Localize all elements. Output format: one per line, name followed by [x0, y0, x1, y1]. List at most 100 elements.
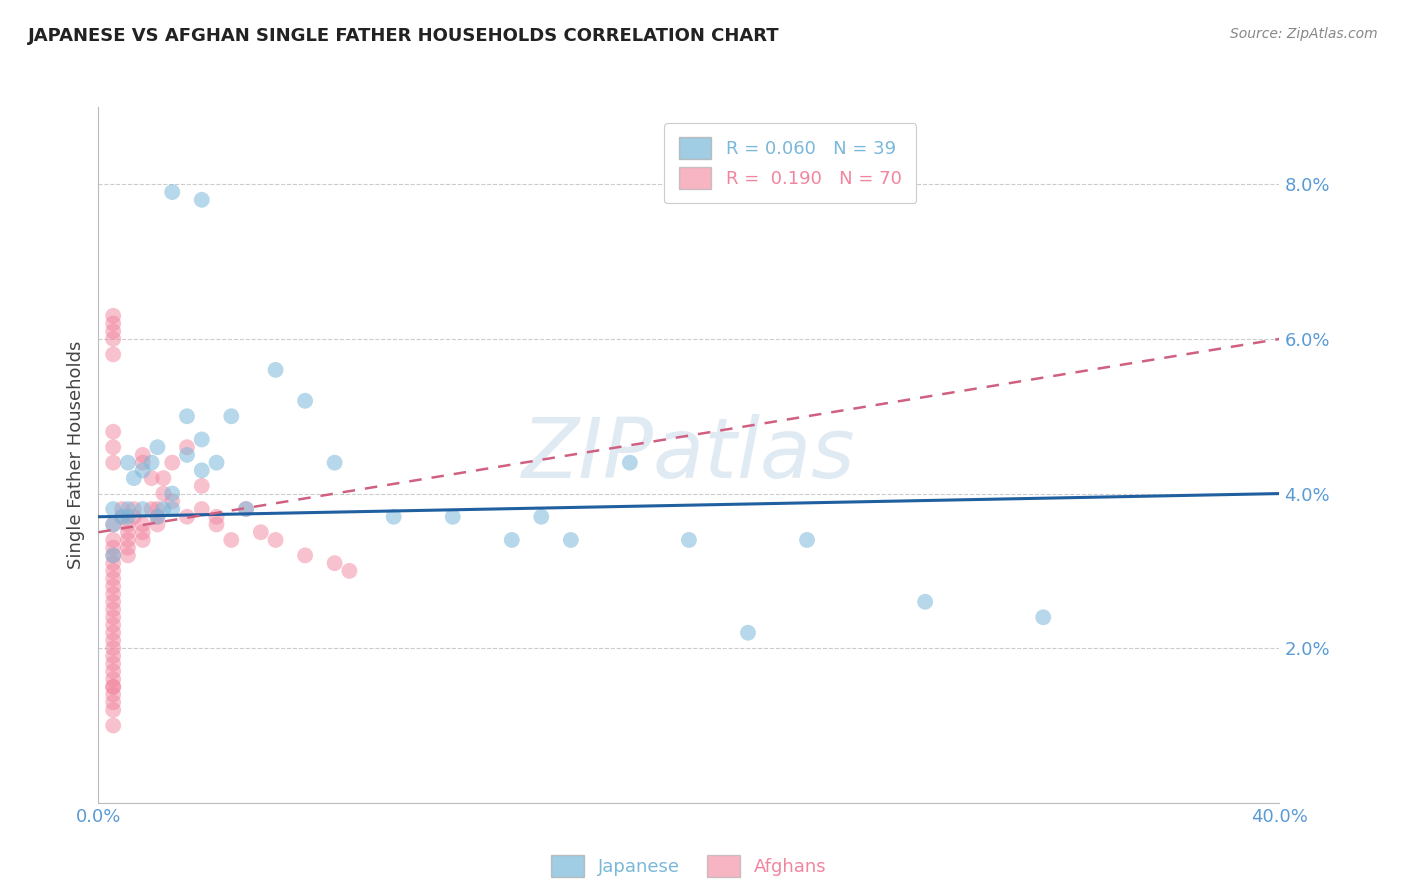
Point [146, 509, 169, 524]
Point [530, 509, 553, 524]
Point [219, 409, 242, 424]
Point [103, 549, 125, 563]
Point [103, 456, 125, 470]
Point [103, 633, 125, 648]
Point [103, 541, 125, 555]
Text: JAPANESE VS AFGHAN SINGLE FATHER HOUSEHOLDS CORRELATION CHART: JAPANESE VS AFGHAN SINGLE FATHER HOUSEHO… [28, 27, 780, 45]
Point [678, 533, 700, 547]
Point [117, 541, 139, 555]
Point [103, 556, 125, 570]
Point [152, 502, 174, 516]
Point [501, 533, 523, 547]
Point [103, 648, 125, 663]
Point [191, 502, 214, 516]
Point [117, 549, 139, 563]
Point [111, 509, 134, 524]
Point [323, 456, 346, 470]
Point [176, 440, 198, 454]
Point [103, 595, 125, 609]
Point [191, 433, 214, 447]
Point [132, 448, 155, 462]
Point [132, 463, 155, 477]
Point [152, 471, 174, 485]
Point [152, 486, 174, 500]
Point [205, 509, 228, 524]
Point [117, 456, 139, 470]
Text: ZIPatlas: ZIPatlas [522, 415, 856, 495]
Point [103, 579, 125, 593]
Point [176, 448, 198, 462]
Point [122, 471, 145, 485]
Point [191, 193, 214, 207]
Point [103, 533, 125, 547]
Point [117, 517, 139, 532]
Point [122, 509, 145, 524]
Point [235, 502, 257, 516]
Point [103, 517, 125, 532]
Point [103, 347, 125, 361]
Point [141, 471, 163, 485]
Point [122, 502, 145, 516]
Point [117, 533, 139, 547]
Point [141, 502, 163, 516]
Point [117, 509, 139, 524]
Point [117, 502, 139, 516]
Point [103, 672, 125, 686]
Point [264, 533, 287, 547]
Point [103, 688, 125, 702]
Point [103, 324, 125, 338]
Point [191, 463, 214, 477]
Point [103, 425, 125, 439]
Point [103, 610, 125, 624]
Point [132, 502, 155, 516]
Point [117, 525, 139, 540]
Point [111, 509, 134, 524]
Point [162, 456, 183, 470]
Point [162, 185, 183, 199]
Point [619, 456, 641, 470]
Point [162, 494, 183, 508]
Point [294, 549, 316, 563]
Point [176, 409, 198, 424]
Point [103, 657, 125, 671]
Point [250, 525, 273, 540]
Point [141, 456, 163, 470]
Point [103, 440, 125, 454]
Point [103, 641, 125, 656]
Point [103, 309, 125, 323]
Point [103, 332, 125, 346]
Point [235, 502, 257, 516]
Point [796, 533, 818, 547]
Point [191, 479, 214, 493]
Point [205, 456, 228, 470]
Point [162, 486, 183, 500]
Point [132, 533, 155, 547]
Point [914, 595, 936, 609]
Point [132, 517, 155, 532]
Point [146, 517, 169, 532]
Point [219, 533, 242, 547]
Point [103, 572, 125, 586]
Point [162, 502, 183, 516]
Point [103, 564, 125, 578]
Point [103, 703, 125, 717]
Point [132, 456, 155, 470]
Point [103, 517, 125, 532]
Point [737, 625, 759, 640]
Point [264, 363, 287, 377]
Point [103, 618, 125, 632]
Point [103, 718, 125, 732]
Point [146, 502, 169, 516]
Point [103, 680, 125, 694]
Point [103, 587, 125, 601]
Point [337, 564, 360, 578]
Point [103, 665, 125, 679]
Point [103, 502, 125, 516]
Point [294, 393, 316, 408]
Point [132, 525, 155, 540]
Point [382, 509, 405, 524]
Legend: Japanese, Afghans: Japanese, Afghans [544, 847, 834, 884]
Point [103, 602, 125, 616]
Point [103, 317, 125, 331]
Point [103, 680, 125, 694]
